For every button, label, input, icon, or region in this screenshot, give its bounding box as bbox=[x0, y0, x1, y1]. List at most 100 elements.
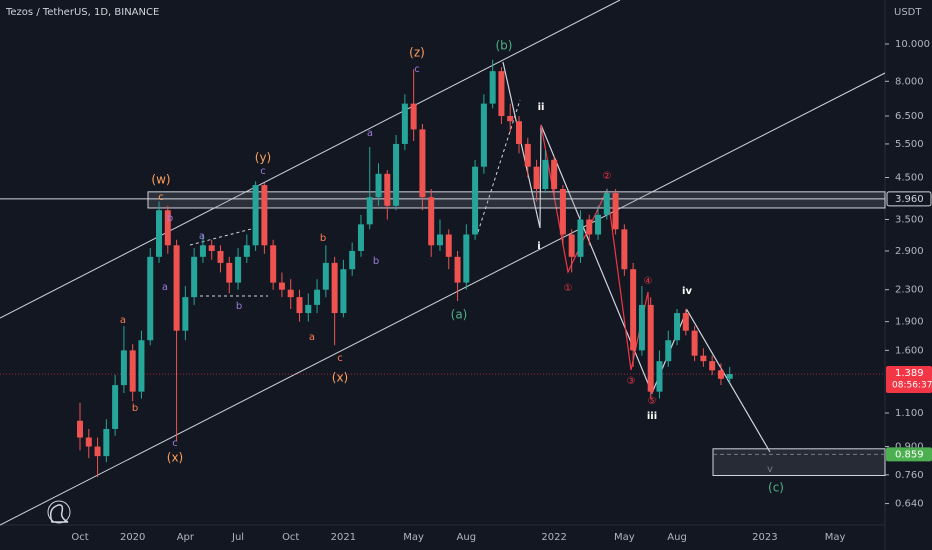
candle-body bbox=[243, 245, 250, 257]
wave-label: (x) bbox=[332, 371, 348, 385]
candle-body bbox=[173, 245, 180, 331]
y-tick-label: 1.100 bbox=[895, 408, 924, 419]
dashed-trend bbox=[189, 227, 256, 246]
candle-body bbox=[656, 361, 663, 392]
candle-body bbox=[182, 297, 189, 331]
candle-body bbox=[252, 185, 259, 246]
x-tick-label: May bbox=[403, 532, 424, 543]
wave-label: c bbox=[260, 166, 266, 177]
candle-body bbox=[314, 289, 321, 305]
wave-label: ① bbox=[564, 283, 573, 294]
candle-body bbox=[428, 197, 435, 246]
candle-body bbox=[296, 297, 303, 314]
wave-label: c bbox=[337, 353, 343, 364]
candle-body bbox=[384, 173, 391, 206]
wave-label: ⑤ bbox=[648, 396, 657, 407]
candle-body bbox=[357, 224, 364, 251]
wave-label: b bbox=[236, 301, 242, 312]
y-tick-label: 1.900 bbox=[895, 317, 924, 328]
y-tick-label: 6.500 bbox=[895, 111, 924, 122]
candle-body bbox=[691, 330, 698, 356]
y-tick-label: 0.640 bbox=[895, 499, 924, 510]
candle-body bbox=[375, 173, 382, 198]
channel-lower bbox=[0, 72, 886, 526]
candle-body bbox=[331, 262, 338, 314]
candle-body bbox=[568, 234, 575, 257]
candle-body bbox=[559, 189, 566, 235]
wave-label: b bbox=[373, 256, 379, 267]
dashed-trend bbox=[477, 99, 521, 233]
candle-body bbox=[436, 234, 443, 246]
wave-label: b bbox=[320, 233, 326, 244]
last-price-tag bbox=[886, 366, 932, 394]
chart-title: Tezos / TetherUS, 1D, BINANCE bbox=[5, 7, 159, 18]
candle-body bbox=[586, 219, 593, 235]
candle-body bbox=[419, 129, 426, 198]
y-tick-label: 10.000 bbox=[895, 39, 930, 50]
zone bbox=[712, 448, 886, 476]
wave-label: ii bbox=[538, 102, 545, 113]
x-tick-label: Oct bbox=[282, 532, 299, 543]
wave-label: iii bbox=[647, 411, 657, 422]
candle-body bbox=[129, 350, 136, 392]
candle-body bbox=[682, 313, 689, 331]
candle-body bbox=[191, 256, 198, 298]
y-tick-label: 3.500 bbox=[895, 215, 924, 226]
x-tick-label: Apr bbox=[177, 532, 195, 543]
candle-body bbox=[94, 446, 101, 457]
wave-label: iv bbox=[682, 286, 692, 297]
candle-body bbox=[199, 245, 206, 257]
y-tick-label: 8.000 bbox=[895, 76, 924, 87]
wave-label: (z) bbox=[409, 46, 425, 60]
candle-body bbox=[674, 313, 681, 341]
candle-body bbox=[717, 370, 724, 379]
candle-body bbox=[709, 361, 716, 371]
wave-label: a bbox=[309, 332, 315, 343]
candle-body bbox=[410, 103, 417, 130]
target-tag bbox=[886, 447, 932, 462]
candle-body bbox=[278, 282, 285, 290]
wave-label: c bbox=[414, 64, 420, 75]
candle-body bbox=[270, 245, 277, 283]
candle-body bbox=[156, 210, 163, 257]
candle-body bbox=[235, 256, 242, 283]
wave-label: b bbox=[167, 213, 173, 224]
candle-body bbox=[595, 214, 602, 235]
unit-label: USDT bbox=[894, 7, 922, 18]
candle-body bbox=[638, 304, 645, 351]
candle-body bbox=[507, 116, 514, 122]
candle-body bbox=[551, 159, 558, 190]
level-tag bbox=[886, 191, 932, 207]
candle-body bbox=[112, 385, 119, 429]
wave-label: a bbox=[199, 231, 205, 242]
wave-label: a bbox=[367, 128, 373, 139]
wave-label: (c) bbox=[768, 481, 784, 495]
x-tick-label: 2022 bbox=[541, 532, 566, 543]
x-tick-label: Aug bbox=[667, 532, 687, 543]
wave-label: ② bbox=[603, 171, 612, 182]
candle-body bbox=[340, 269, 347, 314]
y-tick-label: 4.500 bbox=[895, 172, 924, 183]
wave-label: (x) bbox=[167, 451, 183, 465]
candle-body bbox=[393, 143, 400, 206]
candle-body bbox=[516, 121, 522, 144]
wave-label: i bbox=[537, 241, 540, 252]
candle-body bbox=[577, 219, 584, 257]
wave-label: ④ bbox=[644, 276, 653, 287]
level-tag-label: 3.960 bbox=[895, 194, 924, 205]
candle-body bbox=[77, 420, 83, 438]
candle-body bbox=[454, 256, 461, 283]
wave-label: b bbox=[132, 403, 138, 414]
candle-body bbox=[603, 193, 610, 215]
candle-body bbox=[726, 374, 733, 379]
channel-upper bbox=[0, 0, 621, 319]
x-tick-label: 2021 bbox=[331, 532, 356, 543]
candle-body bbox=[480, 103, 487, 167]
zone bbox=[147, 191, 886, 209]
x-tick-label: Oct bbox=[71, 532, 88, 543]
x-tick-label: May bbox=[614, 532, 635, 543]
wave-label: c bbox=[158, 192, 164, 203]
x-tick-label: 2023 bbox=[752, 532, 777, 543]
target-label: 0.859 bbox=[895, 449, 924, 460]
candle-body bbox=[208, 245, 215, 251]
